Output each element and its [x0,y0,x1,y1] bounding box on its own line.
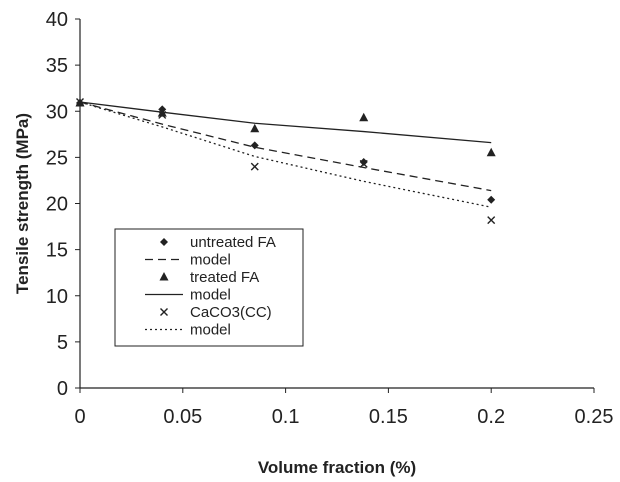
data-point [359,112,369,122]
model-line [79,101,492,192]
x-tick-label: 0 [74,406,85,428]
series-2 [75,97,496,157]
data-point [158,110,167,119]
series-layer [75,97,496,225]
legend-item: CaCO3(CC) [160,304,272,321]
legend-label: treated FA [190,269,259,286]
y-tick-label: 40 [46,9,68,31]
y-tick-label: 15 [46,240,68,262]
x-tick-label: 0.05 [163,406,202,428]
series-1 [79,101,492,192]
model-line [79,101,492,208]
legend-box [114,228,304,347]
legend-marker-swatch [160,308,168,316]
data-point [487,216,496,225]
legend-item: untreated FA [160,234,276,251]
x-tick-label: 0.1 [272,406,300,428]
y-tick-label: 5 [57,332,68,354]
legend-label: CaCO3(CC) [190,304,272,321]
model-line [79,101,492,144]
y-tick-label: 35 [46,55,68,77]
data-point [250,162,259,171]
legend-item: model [145,287,231,304]
legend-item: model [145,322,231,339]
y-tick-label: 20 [46,194,68,216]
legend-marker-swatch [160,238,168,246]
data-point [250,123,260,133]
data-point [359,159,368,168]
legend-label: model [190,287,231,304]
x-tick-label: 0.2 [477,406,505,428]
series-0 [76,98,496,204]
data-point [486,147,496,157]
y-tick-label: 25 [46,147,68,169]
x-tick-label: 0.25 [575,406,614,428]
y-tick-label: 0 [57,378,68,400]
legend-item: treated FA [159,269,259,286]
legend-label: model [190,252,231,269]
series-3 [79,101,492,144]
x-axis-title: Volume fraction (%) [258,458,416,477]
data-point [487,195,496,204]
legend-label: untreated FA [190,234,276,251]
data-point [250,141,259,150]
y-tick-label: 10 [46,286,68,308]
legend-label: model [190,322,231,339]
x-tick-label: 0.15 [369,406,408,428]
x-axis-ticks: 0 0.05 0.1 0.15 0.2 0.25 [74,388,613,428]
legend-marker-swatch [159,272,169,281]
series-5 [79,101,492,208]
y-axis-ticks: 0 5 10 15 20 25 30 35 40 [46,9,80,400]
legend-item: model [145,252,231,269]
y-axis-title: Tensile strength (MPa) [13,113,32,294]
y-tick-label: 30 [46,101,68,123]
series-4 [76,98,496,225]
data-point [359,157,368,166]
